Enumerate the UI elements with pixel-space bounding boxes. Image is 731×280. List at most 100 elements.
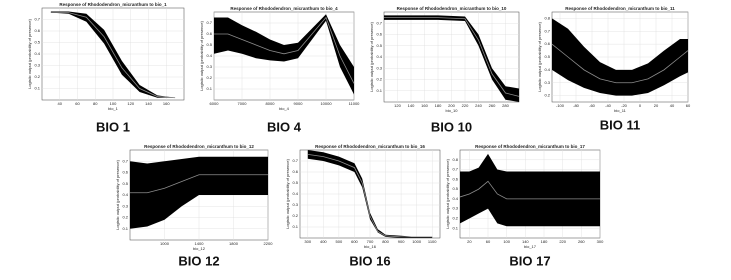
y-tick-label: 0.3 [544, 80, 550, 85]
x-tick-label: -40 [605, 103, 612, 108]
caption: BIO 1 [96, 119, 130, 134]
y-tick-label: 0.7 [206, 20, 212, 25]
x-tick-label: 20 [654, 103, 659, 108]
y-tick-label: 0.3 [206, 64, 212, 69]
caption: BIO 12 [178, 253, 219, 268]
x-tick-label: 200 [448, 103, 455, 108]
y-tick-label: 0.2 [544, 93, 550, 98]
y-axis-label: Logistic output (probability of presence… [537, 21, 542, 91]
x-tick-label: 260 [489, 103, 496, 108]
y-axis-label: Logistic output (probability of presence… [369, 21, 374, 91]
plot-title: Response of Rhododendron_micranthum to b… [230, 6, 338, 11]
plot-title: Response of Rhododendron_micranthum to b… [144, 144, 254, 149]
mean-line [459, 180, 600, 200]
confidence-band [552, 18, 688, 96]
x-tick-label: 120 [127, 101, 134, 106]
y-axis-label: Logistic output (probability of presence… [199, 20, 204, 90]
y-tick-label: 0.2 [206, 75, 212, 80]
x-tick-label: 2200 [264, 241, 274, 246]
x-tick-label: 40 [58, 101, 63, 106]
y-axis-label: Logistic output (probability of presence… [285, 158, 290, 228]
y-tick-label: 0.6 [122, 170, 128, 175]
x-tick-label: -80 [573, 103, 580, 108]
y-tick-label: 0.1 [292, 224, 298, 229]
mean-line [551, 43, 689, 84]
x-tick-label: 20 [467, 239, 472, 244]
y-tick-label: 0.4 [34, 51, 40, 56]
plot-title: Response of Rhododendron_micranthum to b… [59, 2, 167, 7]
subplot: 20 60 100 140 180 220 260 300 0.1 0.2 0.3 0.4 0.5 0.6… [445, 144, 604, 268]
y-tick-label: 0.3 [376, 65, 382, 70]
y-tick-label: 0.2 [292, 213, 298, 218]
x-tick-label: 400 [320, 239, 327, 244]
y-tick-label: 0.4 [376, 54, 382, 59]
y-tick-label: 0.1 [122, 226, 128, 231]
confidence-band [307, 150, 433, 238]
y-tick-label: 0.3 [122, 203, 128, 208]
x-tick-label: 300 [597, 239, 604, 244]
x-axis-label: bio_12 [193, 246, 206, 251]
x-tick-label: 260 [578, 239, 585, 244]
plot-title: Response of Rhododendron_micranthum to b… [397, 6, 507, 11]
x-tick-label: 60 [486, 239, 491, 244]
x-tick-label: 700 [367, 239, 374, 244]
x-tick-label: 1800 [229, 241, 239, 246]
y-tick-label: 0.2 [376, 77, 382, 82]
y-tick-label: 0.4 [122, 192, 128, 197]
x-tick-label: 800 [382, 239, 389, 244]
y-tick-label: 0.3 [452, 206, 458, 211]
x-tick-label: 80 [93, 101, 98, 106]
x-tick-label: -100 [556, 103, 565, 108]
y-axis-label: Logistic output (probability of presence… [445, 158, 450, 228]
y-tick-label: 0.2 [34, 74, 40, 79]
caption: BIO 11 [600, 117, 640, 132]
x-tick-label: 6000 [210, 101, 220, 106]
y-tick-label: 0.7 [34, 17, 40, 22]
x-tick-label: -60 [589, 103, 596, 108]
y-tick-label: 0.8 [544, 15, 550, 20]
y-tick-label: 0.6 [34, 28, 40, 33]
x-tick-label: 500 [336, 239, 343, 244]
y-tick-label: 0.5 [34, 40, 40, 45]
y-tick-label: 0.7 [544, 28, 550, 33]
y-tick-label: 0.5 [376, 43, 382, 48]
x-tick-label: 0 [639, 103, 642, 108]
y-tick-label: 0.6 [206, 31, 212, 36]
caption: BIO 4 [267, 119, 302, 134]
x-tick-label: 7000 [238, 101, 248, 106]
x-tick-label: 1400 [195, 241, 205, 246]
plot-title: Response of Rhododendron_micranthum to b… [565, 6, 675, 11]
y-tick-label: 0.7 [292, 158, 298, 163]
x-axis-label: bio_10 [445, 108, 458, 113]
x-tick-label: 160 [421, 103, 428, 108]
x-tick-label: 1000 [412, 239, 422, 244]
y-tick-label: 0.3 [34, 63, 40, 68]
y-tick-label: 0.1 [376, 88, 382, 93]
caption: BIO 16 [349, 253, 390, 268]
mean-line [214, 16, 355, 84]
x-tick-label: 100 [110, 101, 117, 106]
confidence-band [50, 11, 176, 98]
subplot: 6000 7000 8000 9000 10000 11000 0.1 0.2 0.3 0.4 0.… [199, 6, 360, 134]
mean-line [130, 174, 268, 194]
x-tick-label: -20 [621, 103, 628, 108]
x-tick-label: 60 [75, 101, 80, 106]
x-axis-label: bio_4 [279, 106, 290, 111]
subplot: 40 60 80 100 120 140 160 0.1 0.2 0.3 0.4 0.5 0.6 0.7 R… [27, 2, 185, 134]
y-tick-label: 0.4 [544, 67, 550, 72]
caption: BIO 10 [431, 119, 472, 134]
x-tick-label: 180 [435, 103, 442, 108]
plot-title: Response of Rhododendron_micranthum to b… [315, 144, 425, 149]
y-tick-label: 0.3 [292, 202, 298, 207]
x-tick-label: 280 [502, 103, 509, 108]
y-tick-label: 0.6 [376, 32, 382, 37]
x-tick-label: 60 [686, 103, 691, 108]
y-tick-label: 0.1 [452, 225, 458, 230]
mean-line [50, 12, 176, 99]
caption: BIO 17 [509, 253, 550, 268]
y-tick-label: 0.7 [452, 167, 458, 172]
x-tick-label: 140 [145, 101, 152, 106]
y-tick-label: 0.1 [34, 86, 40, 91]
x-tick-label: 140 [408, 103, 415, 108]
x-tick-label: 40 [670, 103, 675, 108]
